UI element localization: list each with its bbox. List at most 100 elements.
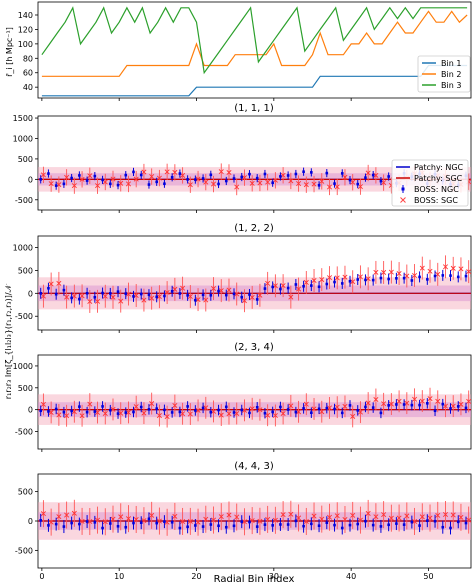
boss-ngc-point	[449, 526, 452, 530]
boss-sgc-point	[149, 512, 155, 518]
boss-sgc-point	[118, 514, 124, 520]
boss-sgc-point	[442, 512, 449, 518]
legend-patchy-ngc-label: Patchy: NGC	[414, 163, 464, 172]
boss-ngc-point	[232, 524, 236, 528]
xtick-label: 10	[114, 572, 124, 581]
boss-sgc-point	[203, 179, 209, 185]
boss-ngc-point	[116, 412, 120, 415]
boss-sgc-point	[141, 297, 147, 303]
bin-line-3	[41, 6, 468, 75]
legend-boss-ngc-marker	[401, 187, 405, 191]
boss-ngc-point	[124, 525, 128, 529]
boss-sgc-point	[427, 268, 433, 274]
boss-ngc-point	[47, 172, 50, 175]
boss-ngc-point	[147, 183, 151, 186]
boss-ngc-point	[108, 292, 112, 295]
ytick-label: 1500	[13, 114, 33, 123]
boss-sgc-point	[218, 169, 224, 175]
boss-ngc-point	[39, 409, 43, 413]
boss-sgc-point	[249, 180, 255, 186]
boss-sgc-point	[311, 181, 317, 187]
x-axis-label: Radial Bin Index	[214, 574, 295, 585]
boss-ngc-point	[364, 176, 367, 179]
boss-sgc-point	[71, 510, 77, 516]
boss-sgc-point	[357, 517, 363, 523]
boss-sgc-point	[396, 515, 402, 521]
boss-ngc-point	[456, 520, 460, 524]
panel-122-frame	[37, 235, 472, 331]
boss-sgc-point	[326, 184, 333, 190]
boss-ngc-point	[224, 293, 228, 297]
boss-ngc-point	[248, 411, 251, 415]
boss-ngc-point	[410, 520, 414, 524]
boss-ngc-point	[101, 405, 104, 408]
boss-ngc-point	[449, 407, 452, 410]
panel-122-plot: -500 0 500 1000	[13, 243, 471, 333]
boss-sgc-point	[249, 294, 255, 300]
bins-frame	[37, 1, 472, 99]
boss-sgc-point	[419, 398, 425, 404]
boss-ngc-point	[170, 175, 174, 179]
boss-ngc-point	[271, 181, 274, 185]
boss-sgc-point	[79, 293, 85, 299]
boss-ngc-point	[248, 172, 251, 176]
boss-ngc-point	[286, 523, 290, 526]
xtick-label: 30	[269, 572, 279, 581]
bins-ytick-label: 100	[18, 40, 33, 49]
boss-sgc-point	[458, 514, 464, 520]
boss-sgc-point	[342, 174, 348, 180]
multipole-legend-box	[391, 159, 469, 207]
ytick-label: 1000	[13, 362, 33, 371]
legend-boss-ngc-label: BOSS: NGC	[414, 185, 459, 194]
boss-sgc-point	[288, 511, 294, 517]
boss-ngc-point	[395, 403, 398, 406]
boss-sgc-point	[56, 514, 62, 520]
boss-sgc-point	[218, 514, 224, 520]
boss-ngc-point	[402, 523, 406, 526]
boss-sgc-point	[87, 173, 93, 179]
bins-ytick-label: 140	[18, 11, 33, 20]
boss-ngc-point	[132, 521, 135, 525]
boss-ngc-point	[310, 411, 313, 415]
boss-ngc-point	[464, 406, 468, 410]
multipole-legend: Patchy: NGC Patchy: SGC BOSS: NGC BOSS: …	[391, 159, 469, 207]
boss-sgc-point	[149, 295, 155, 301]
boss-sgc-point	[466, 269, 471, 275]
boss-sgc-point	[319, 277, 325, 283]
boss-sgc-point	[311, 277, 317, 283]
boss-ngc-point	[39, 519, 43, 522]
boss-ngc-point	[255, 525, 259, 528]
panel-122-title: (1, 2, 2)	[234, 223, 274, 234]
boss-ngc-point	[54, 407, 58, 411]
boss-ngc-point	[255, 298, 259, 301]
bin-line-1	[41, 64, 468, 97]
boss-ngc-point	[294, 410, 298, 414]
boss-sgc-point	[241, 298, 247, 304]
bins-ytick-label: 80	[23, 54, 33, 63]
boss-ngc-point	[217, 182, 220, 186]
boss-sgc-point	[234, 184, 240, 190]
boss-ngc-point	[302, 407, 305, 410]
boss-sgc-point	[342, 516, 348, 522]
ytick-label: 1000	[13, 134, 33, 143]
boss-ngc-point	[456, 405, 460, 408]
boss-ngc-point	[255, 176, 259, 180]
boss-ngc-point	[93, 174, 97, 178]
boss-sgc-point	[334, 513, 340, 519]
panel-234-title: (2, 3, 4)	[234, 342, 274, 353]
boss-sgc-point	[87, 401, 93, 407]
boss-ngc-point	[155, 521, 158, 525]
boss-ngc-point	[39, 292, 43, 295]
boss-sgc-point	[241, 519, 247, 525]
boss-ngc-point	[317, 184, 321, 187]
boss-sgc-point	[40, 511, 46, 517]
ytick-label: -500	[15, 196, 33, 205]
boss-ngc-point	[294, 283, 298, 286]
boss-sgc-point	[288, 403, 294, 409]
boss-sgc-point	[180, 285, 186, 291]
boss-ngc-point	[78, 522, 81, 526]
boss-sgc-point	[396, 398, 402, 404]
boss-ngc-point	[62, 410, 66, 414]
boss-sgc-point	[172, 513, 178, 519]
